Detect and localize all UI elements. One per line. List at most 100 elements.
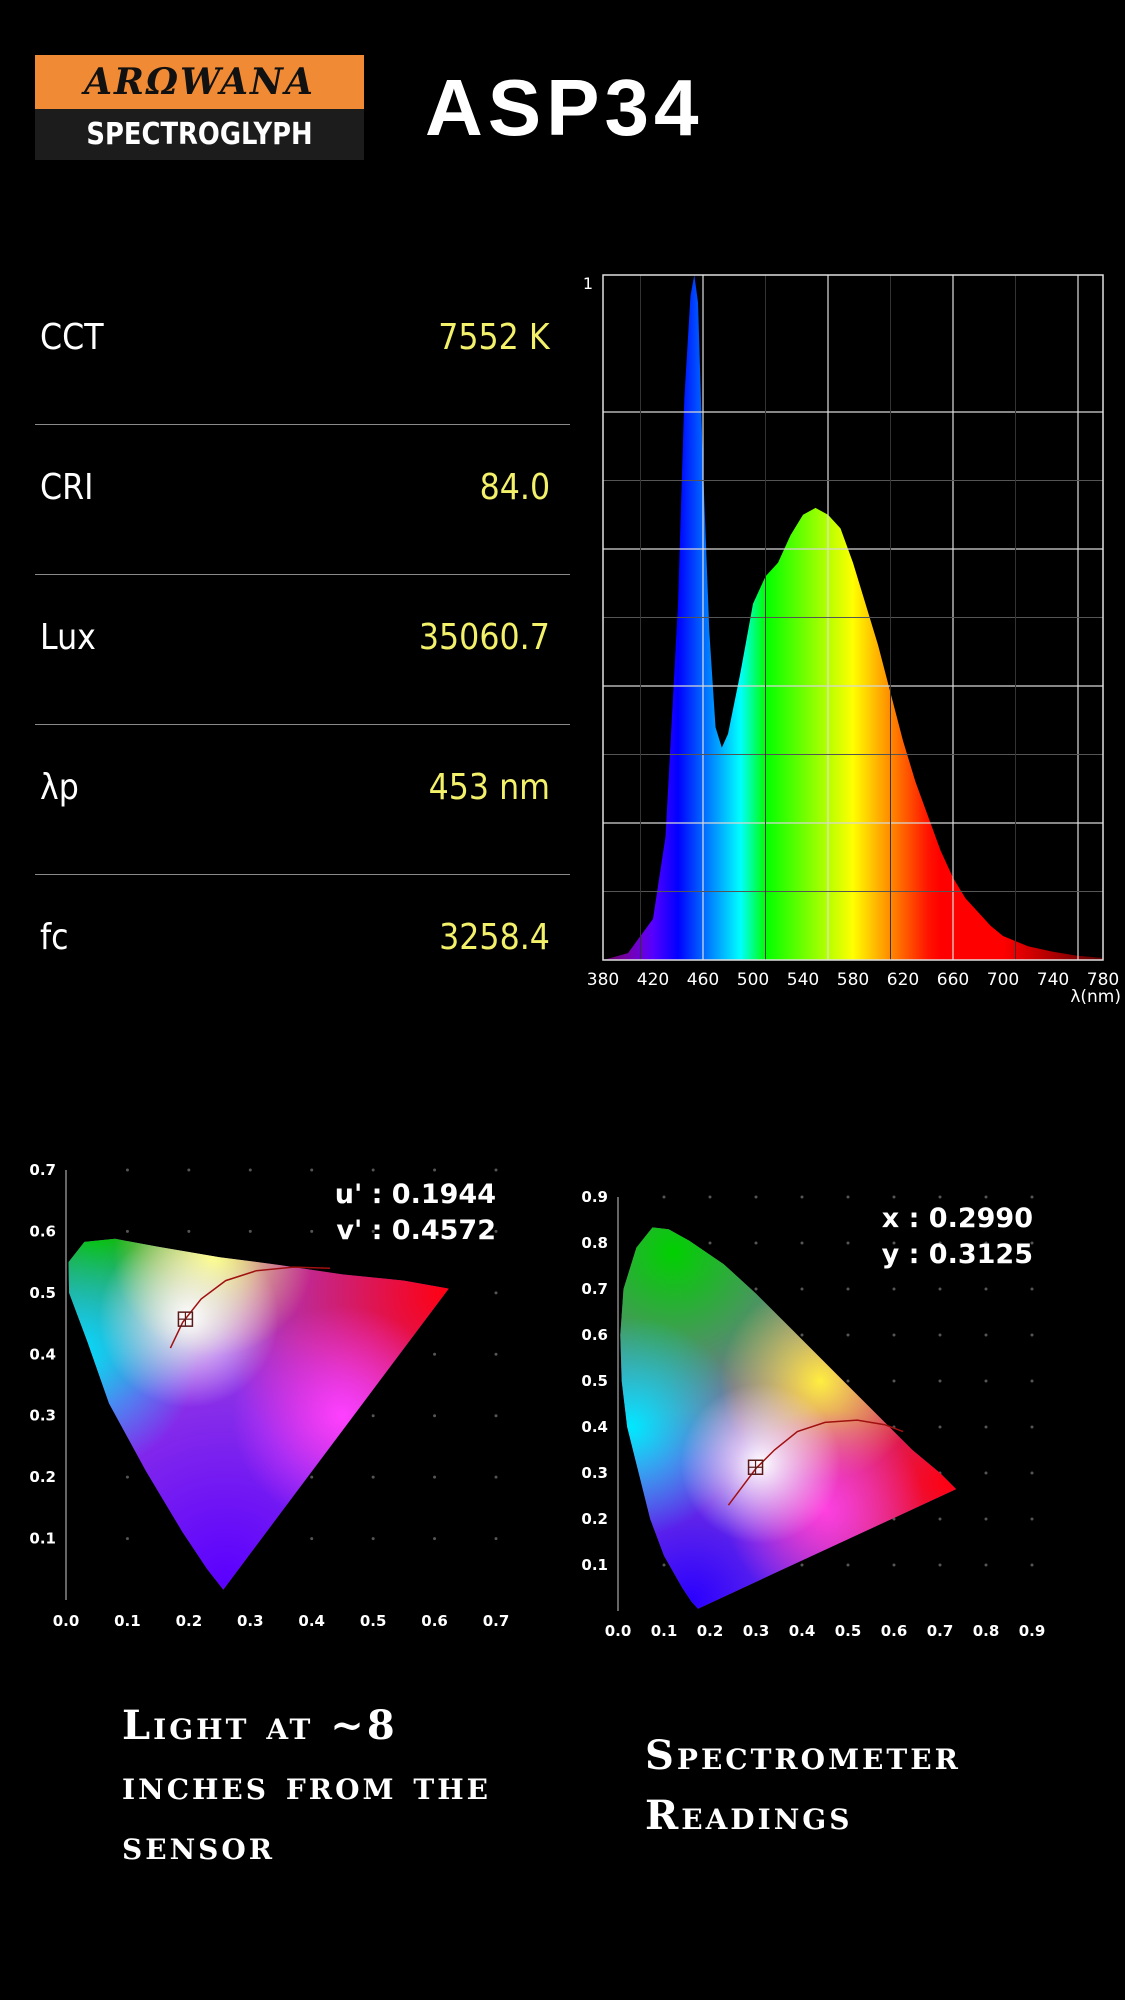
metric-row-cct: CCT 7552 K — [35, 275, 570, 425]
x-tick-label: 0.1 — [114, 1612, 141, 1630]
grid-dot — [310, 1537, 314, 1541]
y-tick-label: 0.5 — [29, 1284, 56, 1302]
grid-dot — [846, 1379, 850, 1383]
x-tick-label: 380 — [587, 970, 619, 990]
grid-dot — [938, 1241, 942, 1245]
grid-dot — [846, 1195, 850, 1199]
caption-readings: Spectrometer Readings — [645, 1732, 961, 1839]
grid-dot — [892, 1241, 896, 1245]
x-tick-label: 580 — [837, 970, 869, 990]
x-axis-label: λ(nm) — [1070, 987, 1121, 1005]
grid-dot — [892, 1287, 896, 1291]
grid-dot — [846, 1287, 850, 1291]
grid-dot — [1030, 1471, 1034, 1475]
x-tick-label: 0.0 — [53, 1612, 80, 1630]
grid-dot — [494, 1537, 498, 1541]
x-tick-label: 0.0 — [605, 1622, 632, 1640]
y-tick-label: 0.3 — [581, 1464, 608, 1482]
grid-dot — [310, 1475, 314, 1479]
grid-dot — [984, 1241, 988, 1245]
x-tick-label: 620 — [887, 970, 919, 990]
grid-dot — [984, 1517, 988, 1521]
metrics-list: CCT 7552 K CRI 84.0 Lux 35060.7 λp 453 n… — [35, 275, 570, 1025]
y-tick-label: 0.1 — [29, 1530, 56, 1548]
grid-dot — [892, 1379, 896, 1383]
grid-dot — [892, 1195, 896, 1199]
x-tick-label: 0.5 — [835, 1622, 862, 1640]
grid-dot — [800, 1241, 804, 1245]
grid-dot — [494, 1475, 498, 1479]
grid-dot — [1030, 1333, 1034, 1337]
grid-dot — [800, 1287, 804, 1291]
metric-row-peak-wavelength: λp 453 nm — [35, 725, 570, 875]
x-tick-label: 0.4 — [298, 1612, 325, 1630]
x-tick-label: 0.7 — [927, 1622, 954, 1640]
x-tick-label: 740 — [1037, 970, 1069, 990]
y-tick-label: 0.8 — [581, 1234, 608, 1252]
grid-dot — [187, 1229, 191, 1233]
readout-x: x : 0.2990 — [882, 1203, 1033, 1234]
grid-dot — [248, 1229, 252, 1233]
plot-frame — [602, 274, 1104, 961]
planckian-locus — [727, 1419, 904, 1506]
grid-dot — [433, 1229, 437, 1233]
readout-u: u' : 0.1944 — [335, 1179, 496, 1210]
x-tick-label: 0.2 — [176, 1612, 203, 1630]
x-tick-label: 780 — [1087, 970, 1119, 990]
metric-label: fc — [40, 917, 69, 958]
metric-row-lux: Lux 35060.7 — [35, 575, 570, 725]
grid-dot — [800, 1563, 804, 1567]
grid-dot — [938, 1195, 942, 1199]
grid-dot — [494, 1352, 498, 1356]
x-tick-label: 420 — [637, 970, 669, 990]
y-tick-label: 0.6 — [29, 1222, 56, 1240]
brand-subtitle: SPECTROGLYPH — [86, 117, 313, 152]
grid-dot — [846, 1241, 850, 1245]
grid-dot — [938, 1563, 942, 1567]
x-tick-label: 0.6 — [881, 1622, 908, 1640]
x-tick-label: 0.5 — [360, 1612, 387, 1630]
x-tick-label: 0.2 — [697, 1622, 724, 1640]
grid-dot — [310, 1168, 314, 1172]
grid-dot — [984, 1563, 988, 1567]
grid-dot — [708, 1241, 712, 1245]
y-tick-label: 0.7 — [29, 1161, 56, 1179]
x-tick-label: 0.1 — [651, 1622, 678, 1640]
grid-dot — [754, 1287, 758, 1291]
readout-y: y : 0.3125 — [882, 1239, 1033, 1270]
x-tick-label: 0.8 — [973, 1622, 1000, 1640]
x-tick-label: 0.7 — [483, 1612, 510, 1630]
cie-uv-chart: 0.0 0.1 0.2 0.3 0.4 0.5 0.6 0.7 0.1 0.2 0.3 0.4 0.5 0… — [29, 1161, 510, 1630]
brand-logo-bottom: SPECTROGLYPH — [35, 109, 364, 160]
grid-dot — [1030, 1379, 1034, 1383]
grid-dot — [494, 1229, 498, 1233]
readout-v: v' : 0.4572 — [336, 1215, 496, 1246]
x-tick-label: 460 — [687, 970, 719, 990]
grid-dot — [754, 1241, 758, 1245]
metric-row-cri: CRI 84.0 — [35, 425, 570, 575]
planckian-locus — [169, 1266, 331, 1349]
y-tick-label: 0.2 — [581, 1510, 608, 1528]
grid-dot — [494, 1414, 498, 1418]
caption-distance: Light at ~8 inches from the sensor — [122, 1702, 492, 1869]
grid-dot — [248, 1168, 252, 1172]
metric-label: Lux — [40, 617, 96, 658]
grid-dot — [938, 1425, 942, 1429]
grid-dot — [1030, 1195, 1034, 1199]
x-tick-label: 700 — [987, 970, 1019, 990]
x-tick-label: 0.4 — [789, 1622, 816, 1640]
brand-logo: ARΩWANA SPECTROGLYPH — [35, 55, 364, 160]
y-tick-label: 0.2 — [29, 1468, 56, 1486]
grid-dot — [984, 1333, 988, 1337]
grid-dot — [938, 1379, 942, 1383]
metric-value: 7552 K — [438, 317, 550, 358]
grid-dot — [984, 1195, 988, 1199]
grid-dot — [846, 1563, 850, 1567]
metric-label: CRI — [40, 467, 94, 508]
grid-dot — [433, 1168, 437, 1172]
grid-dot — [125, 1537, 129, 1541]
y-tick-label: 0.6 — [581, 1326, 608, 1344]
model-title: ASP34 — [425, 63, 704, 152]
grid-dot — [433, 1352, 437, 1356]
grid-dot — [371, 1537, 375, 1541]
